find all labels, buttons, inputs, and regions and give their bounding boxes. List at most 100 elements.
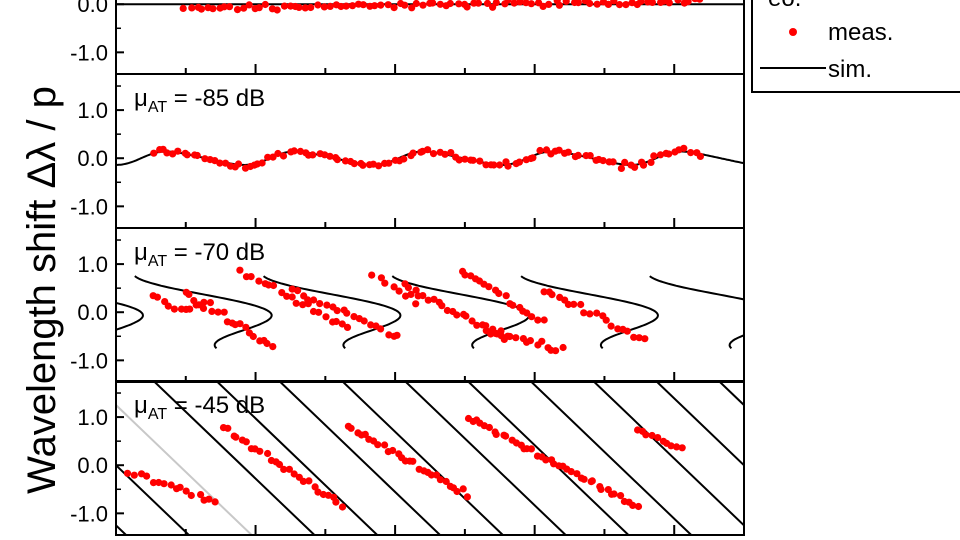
meas-point [438,302,446,310]
meas-point [404,284,412,292]
meas-point [273,6,281,14]
meas-point [468,317,476,325]
meas-point [577,300,585,309]
meas-point [409,457,417,465]
meas-point [629,501,637,509]
meas-point [586,152,594,160]
panel-label-sub: AT [148,406,167,423]
meas-point [599,157,607,165]
meas-point [377,1,385,9]
meas-point [279,152,288,160]
meas-point [442,477,450,486]
meas-point [510,0,518,7]
meas-point [473,321,481,329]
meas-point [506,332,514,341]
meas-point [574,151,582,159]
sim-curve [779,276,916,348]
meas-point [255,4,263,12]
meas-point [315,308,323,316]
meas-point [301,4,309,12]
meas-point [412,300,420,308]
sim-curve [116,301,144,331]
sim-line [718,381,744,407]
meas-point [174,147,182,155]
meas-point [240,4,248,12]
meas-point [309,151,317,159]
legend-box [751,0,960,93]
meas-point [390,283,398,291]
meas-point [185,290,193,298]
meas-point [236,320,244,328]
meas-point [320,3,328,11]
meas-point [492,0,500,7]
meas-point [602,316,610,324]
meas-point [597,485,605,493]
meas-point [255,277,263,285]
sim-line [782,381,943,535]
sim-line [215,381,378,535]
sim-curve [520,275,659,350]
meas-point [526,337,535,345]
meas-point [236,266,244,274]
meas-point [424,296,432,304]
panel-mu45: -1.0 0.0 1.0 μAT = -45 dB [70,380,943,536]
meas-point [338,320,346,328]
meas-point [515,158,524,166]
panel-frame [115,380,745,536]
meas-point [586,0,594,8]
meas-point [371,2,379,10]
meas-point [167,481,175,489]
meas-point [280,2,289,10]
meas-point [408,4,416,12]
meas-point [461,155,469,163]
y-tick-label: -1.0 [70,501,108,526]
meas-point [384,1,392,9]
meas-point [280,465,288,473]
meas-point [359,1,367,9]
meas-point [634,502,643,511]
meas-point [393,331,401,339]
meas-point [233,6,242,14]
meas-point [637,0,645,5]
meas-point [375,162,383,170]
meas-point [400,155,408,163]
panel-label: μAT = -45 dB [134,392,265,423]
meas-point [642,431,650,439]
meas-point [607,322,615,330]
meas-point [170,305,178,313]
meas-point [395,287,403,295]
meas-point [496,161,504,169]
meas-point [209,5,217,13]
meas-point [249,332,257,341]
meas-point [441,150,449,158]
meas-point [509,301,517,309]
meas-point [314,1,322,9]
meas-point [504,162,512,170]
meas-point [482,322,490,330]
meas-point [650,152,658,160]
meas-point [552,347,560,355]
meas-point [436,476,444,484]
panel-frame [115,0,745,75]
meas-point [326,152,334,160]
sim-line [116,463,190,535]
meas-point [274,149,282,158]
legend-meas-marker [789,28,797,36]
meas-point [368,271,376,279]
meas-point [474,0,482,7]
meas-point [469,156,477,164]
meas-point [220,308,228,316]
meas-point [455,156,463,164]
meas-point [200,298,208,306]
meas-point [623,327,631,335]
meas-point [427,471,436,479]
sim-curve [262,275,402,350]
meas-point [143,472,151,480]
meas-point [294,287,302,295]
legend-header-fragment: eo. [768,0,801,12]
meas-point [529,154,537,162]
panel-plot-area [116,0,744,14]
meas-point [696,0,704,3]
meas-point [564,300,573,309]
